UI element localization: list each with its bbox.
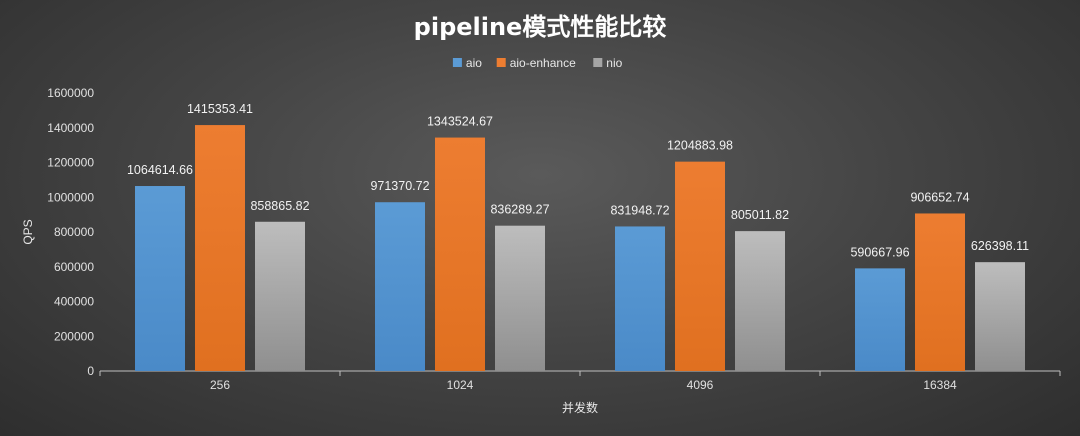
- bar-nio: [495, 225, 545, 371]
- bar-aio: [135, 186, 185, 371]
- bar-nio: [735, 231, 785, 371]
- y-tick-label: 1600000: [47, 86, 94, 100]
- bars: [135, 125, 1025, 372]
- y-tick-label: 0: [87, 364, 94, 378]
- data-label: 836289.27: [490, 203, 549, 217]
- y-tick-label: 200000: [54, 329, 94, 343]
- y-tick-label: 600000: [54, 260, 94, 274]
- y-axis-title: QPS: [21, 219, 35, 244]
- x-axis: 256 1024 4096 16384: [99, 370, 1061, 392]
- bar-aio-enhance: [195, 125, 245, 372]
- legend-swatch: [593, 58, 603, 67]
- x-axis-title: 并发数: [562, 400, 598, 415]
- bar-aio-enhance: [435, 137, 485, 371]
- legend-label: nio: [606, 56, 622, 70]
- x-tick-label: 16384: [923, 378, 957, 392]
- legend-item: aio: [452, 56, 482, 70]
- y-tick-label: 1000000: [47, 190, 94, 204]
- legend-item: aio-enhance: [496, 56, 576, 70]
- legend-swatch: [496, 58, 506, 67]
- bar-aio: [615, 226, 665, 371]
- y-tick-label: 800000: [54, 225, 94, 239]
- bar-nio: [975, 262, 1025, 371]
- x-tick-label: 256: [210, 378, 230, 392]
- data-label: 831948.72: [610, 203, 669, 217]
- y-axis: 0 200000 400000 600000 800000 1000000 1200000 1…: [47, 86, 94, 378]
- data-label: 971370.72: [370, 179, 429, 193]
- bar-aio-enhance: [675, 161, 725, 371]
- chart-title: pipeline模式性能比较: [414, 13, 667, 41]
- data-label: 626398.11: [971, 239, 1029, 253]
- legend-label: aio: [466, 56, 482, 70]
- data-label: 1343524.67: [427, 115, 493, 129]
- y-tick-label: 1400000: [47, 121, 94, 135]
- data-label: 1064614.66: [127, 163, 193, 177]
- y-tick-label: 400000: [54, 295, 94, 309]
- x-tick-label: 1024: [447, 378, 474, 392]
- bar-aio: [855, 268, 905, 371]
- data-label: 1415353.41: [187, 102, 253, 116]
- data-label: 805011.82: [731, 208, 789, 222]
- data-labels: 1064614.66 971370.72 831948.72 590667.96 141…: [127, 102, 1029, 259]
- data-label: 590667.96: [850, 245, 909, 259]
- y-tick-label: 1200000: [47, 156, 94, 170]
- bar-aio-enhance: [915, 213, 965, 371]
- data-label: 858865.82: [250, 199, 309, 213]
- legend: aio aio-enhance nio: [452, 56, 623, 70]
- x-tick-label: 4096: [687, 378, 714, 392]
- bar-nio: [255, 221, 305, 371]
- legend-swatch: [452, 58, 462, 67]
- data-label: 1204883.98: [667, 139, 733, 153]
- legend-item: nio: [593, 56, 623, 70]
- bar-aio: [375, 202, 425, 371]
- data-label: 906652.74: [910, 190, 969, 204]
- legend-label: aio-enhance: [510, 56, 576, 70]
